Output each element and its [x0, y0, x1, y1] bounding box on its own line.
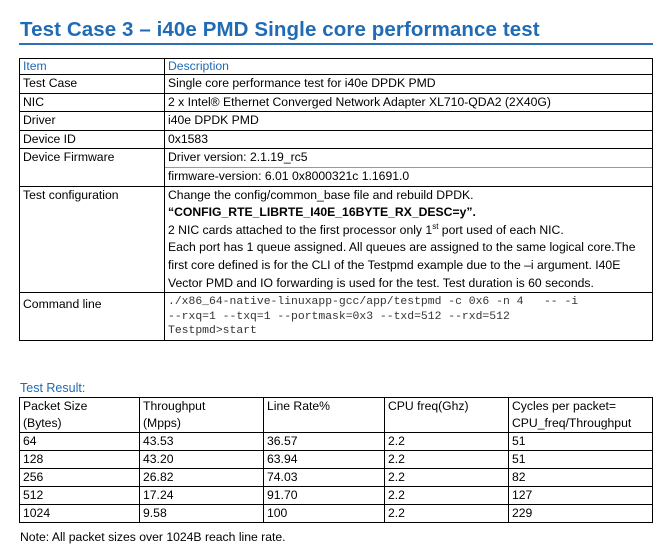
description-header: Description — [164, 58, 653, 75]
table-row: 1024 9.58 100 2.2 229 — [19, 504, 653, 523]
driver-label: Driver — [19, 111, 165, 131]
cell: 100 — [263, 504, 385, 523]
table-row: Device Firmware Driver version: 2.1.19_r… — [19, 148, 653, 187]
table-row: Test Case Single core performance test f… — [19, 74, 653, 94]
cell: 2.2 — [384, 486, 509, 505]
config-line-3: 2 NIC cards attached to the first proces… — [168, 221, 564, 237]
cell: 51 — [508, 450, 653, 469]
device-id-value: 0x1583 — [164, 129, 653, 150]
cycles-per-packet-header: Cycles per packet= CPU_freq/Throughput — [508, 397, 653, 433]
item-header: Item — [19, 58, 165, 75]
page-title: Test Case 3 – i40e PMD Single core perfo… — [20, 18, 540, 41]
nic-label: NIC — [19, 92, 165, 113]
cell: 64 — [19, 432, 140, 451]
cell: 26.82 — [139, 468, 264, 487]
firmware-label: Device Firmware — [19, 148, 165, 187]
command-line-1: ./x86_64-native-linuxapp-gcc/app/testpmd… — [168, 296, 579, 309]
device-id-label: Device ID — [19, 129, 165, 150]
cell: 2.2 — [384, 432, 509, 451]
test-case-label: Test Case — [19, 74, 165, 94]
table-row: NIC 2 x Intel® Ethernet Converged Networ… — [19, 92, 653, 113]
table-header-row: Item Description — [19, 58, 653, 75]
test-case-info-table: Item Description Test Case Single core p… — [19, 58, 653, 341]
cell: 91.70 — [263, 486, 385, 505]
test-results-table: Packet Size (Bytes) Throughput (Mpps) Line… — [19, 397, 653, 523]
table-row: Command line ./x86_64-native-linuxapp-gc… — [19, 292, 653, 341]
table-row: 64 43.53 36.57 2.2 51 — [19, 432, 653, 451]
cell: 51 — [508, 432, 653, 451]
driver-version-line: Driver version: 2.1.19_rc5 — [165, 149, 652, 168]
table-row: Driver i40e DPDK PMD — [19, 111, 653, 131]
command-line-label: Command line — [19, 292, 165, 341]
firmware-value: Driver version: 2.1.19_rc5 firmware-vers… — [164, 148, 653, 187]
cell: 2.2 — [384, 504, 509, 523]
driver-value: i40e DPDK PMD — [164, 111, 653, 131]
results-header-row: Packet Size (Bytes) Throughput (Mpps) Line… — [19, 397, 653, 433]
throughput-header: Throughput (Mpps) — [139, 397, 264, 433]
cell: 2.2 — [384, 450, 509, 469]
test-case-value: Single core performance test for i40e DP… — [164, 74, 653, 94]
line-rate-header: Line Rate% — [263, 397, 385, 433]
cell: 127 — [508, 486, 653, 505]
test-config-label: Test configuration — [19, 185, 165, 294]
table-row: Test configuration Change the config/com… — [19, 185, 653, 294]
footnote: Note: All packet sizes over 1024B reach … — [20, 530, 286, 544]
cell: 256 — [19, 468, 140, 487]
cell: 2.2 — [384, 468, 509, 487]
command-line-value: ./x86_64-native-linuxapp-gcc/app/testpmd… — [164, 292, 653, 341]
command-line-3: Testpmd>start — [168, 325, 257, 338]
config-line-4: Each port has 1 queue assigned. All queu… — [168, 240, 636, 290]
command-line-2: --rxq=1 --txq=1 --portmask=0x3 --txd=512… — [168, 310, 510, 323]
cell: 36.57 — [263, 432, 385, 451]
config-line-1: Change the config/common_base file and r… — [168, 187, 474, 202]
title-underline — [19, 43, 653, 45]
cell: 9.58 — [139, 504, 264, 523]
nic-value: 2 x Intel® Ethernet Converged Network Ad… — [164, 92, 653, 113]
cell: 82 — [508, 468, 653, 487]
cell: 229 — [508, 504, 653, 523]
cpu-freq-header: CPU freq(Ghz) — [384, 397, 509, 433]
cell: 512 — [19, 486, 140, 505]
cell: 43.20 — [139, 450, 264, 469]
cell: 1024 — [19, 504, 140, 523]
table-row: Device ID 0x1583 — [19, 129, 653, 150]
table-row: 256 26.82 74.03 2.2 82 — [19, 468, 653, 487]
table-row: 128 43.20 63.94 2.2 51 — [19, 450, 653, 469]
test-config-value: Change the config/common_base file and r… — [164, 185, 653, 294]
table-row: 512 17.24 91.70 2.2 127 — [19, 486, 653, 505]
cell: 63.94 — [263, 450, 385, 469]
config-option: “CONFIG_RTE_LIBRTE_I40E_16BYTE_RX_DESC=y… — [168, 205, 476, 220]
cell: 43.53 — [139, 432, 264, 451]
cell: 128 — [19, 450, 140, 469]
cell: 17.24 — [139, 486, 264, 505]
cell: 74.03 — [263, 468, 385, 487]
packet-size-header: Packet Size (Bytes) — [19, 397, 140, 433]
firmware-version-line: firmware-version: 6.01 0x8000321c 1.1691… — [168, 168, 410, 183]
test-result-label: Test Result: — [20, 381, 86, 395]
